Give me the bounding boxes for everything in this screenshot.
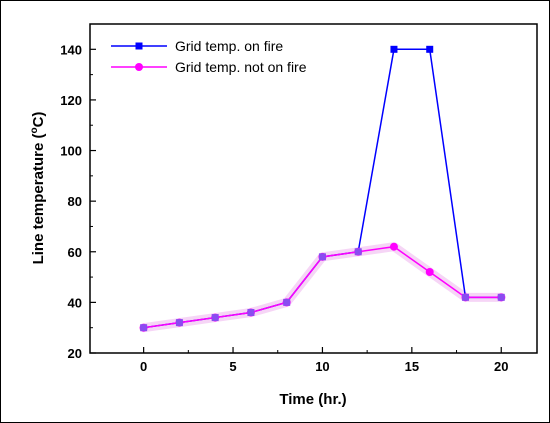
- x-tick-label: 10: [315, 359, 329, 374]
- y-tick-label: 20: [68, 346, 82, 361]
- data-point-on-fire: [211, 314, 219, 322]
- x-axis-title: Time (hr.): [279, 391, 346, 408]
- legend-marker-not-on-fire: [135, 63, 143, 71]
- legend-label-not-on-fire: Grid temp. not on fire: [175, 59, 307, 75]
- data-point-on-fire: [390, 45, 398, 53]
- x-tick-label: 5: [229, 359, 236, 374]
- data-point-not-on-fire: [389, 242, 398, 251]
- x-axis: 0 5 10 15 20: [140, 347, 508, 374]
- y-tick-label: 100: [60, 144, 82, 159]
- data-point-on-fire: [354, 248, 362, 256]
- y-axis: 20 40 60 80 100 120 140: [60, 42, 96, 361]
- series-layer: [139, 45, 506, 333]
- data-point-on-fire: [318, 253, 326, 261]
- y-tick-label: 140: [60, 42, 82, 57]
- x-tick-label: 0: [140, 359, 147, 374]
- y-tick-label: 120: [60, 93, 82, 108]
- y-tick-label: 80: [68, 194, 82, 209]
- data-point-on-fire: [426, 45, 434, 53]
- legend-label-on-fire: Grid temp. on fire: [175, 38, 283, 54]
- data-point-on-fire: [247, 309, 255, 317]
- plot-area: [89, 23, 538, 354]
- data-point-on-fire: [461, 293, 469, 301]
- x-tick-label: 20: [494, 359, 508, 374]
- data-point-on-fire: [175, 319, 183, 327]
- data-point-not-on-fire: [425, 268, 434, 277]
- y-tick-label: 40: [68, 295, 82, 310]
- y-tick-label: 60: [68, 245, 82, 260]
- legend-marker-on-fire: [135, 42, 143, 50]
- y-axis-title: Line temperature (oC): [29, 112, 47, 265]
- data-point-on-fire: [497, 293, 505, 301]
- data-point-on-fire: [283, 298, 291, 306]
- data-point-on-fire: [140, 324, 148, 332]
- x-tick-label: 15: [405, 359, 419, 374]
- legend: Grid temp. on fire Grid temp. not on fir…: [111, 38, 307, 75]
